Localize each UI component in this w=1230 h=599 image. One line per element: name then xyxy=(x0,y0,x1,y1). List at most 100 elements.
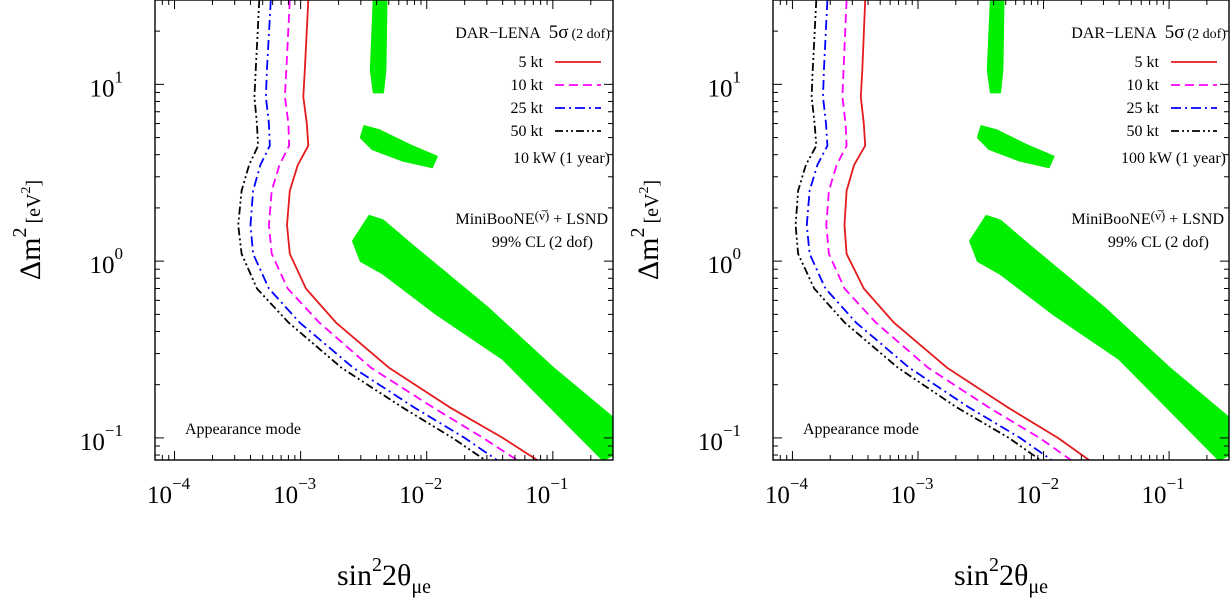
axis-ticks xyxy=(154,0,613,460)
allowed-region-main-band xyxy=(969,215,1229,460)
y-tick-mantissa: 10 xyxy=(90,252,115,279)
x-tick-exponent: −1 xyxy=(1167,474,1185,493)
x-axis-label-sup: 2 xyxy=(989,554,999,576)
region-label-nubar: (ν̅) xyxy=(535,208,550,223)
x-tick-label: 10−3 xyxy=(890,474,933,509)
x-tick-mantissa: 10 xyxy=(765,482,790,509)
x-tick-mantissa: 10 xyxy=(890,482,915,509)
sensitivity-curve-5kt xyxy=(286,0,538,460)
region-label-line2: 99% CL (2 dof) xyxy=(492,234,593,251)
axis-ticks xyxy=(772,0,1229,460)
x-axis-label-rest: 2θ xyxy=(382,559,411,592)
allowed-region-middle-island xyxy=(359,125,438,169)
legend-title-sigma: 5σ xyxy=(549,22,569,43)
plot-frame xyxy=(772,0,1230,461)
y-tick-label: 100 xyxy=(708,244,742,279)
y-axis-label: Δm2[eV2] xyxy=(9,180,47,280)
legend-title-sigma: 5σ xyxy=(1165,22,1185,43)
x-tick-label: 10−4 xyxy=(147,474,191,509)
sensitivity-curve-10kt xyxy=(825,0,1072,460)
legend-title-dof: (2 dof) xyxy=(572,27,611,42)
region-label-line1: MiniBooNE(ν̅) + LSND xyxy=(456,208,608,228)
legend-title-label: DAR−LENA xyxy=(455,25,541,42)
y-tick-mantissa: 10 xyxy=(708,252,733,279)
y-axis-label-main: Δm xyxy=(14,238,47,281)
mode-label: Appearance mode xyxy=(803,421,919,438)
x-axis-label-main: sin xyxy=(954,559,989,592)
legend-label: 50 kt xyxy=(1127,123,1160,140)
y-tick-exponent: −1 xyxy=(723,421,741,440)
plot-area xyxy=(237,0,613,460)
y-tick-label: 101 xyxy=(708,67,742,102)
x-tick-exponent: −3 xyxy=(915,474,933,493)
x-tick-exponent: −4 xyxy=(790,474,809,493)
allowed-region-top-strip xyxy=(986,0,1005,94)
legend-label: 5 kt xyxy=(519,54,544,71)
x-tick-exponent: −1 xyxy=(550,474,568,493)
plot-area xyxy=(794,0,1229,460)
x-axis-label-sub: μe xyxy=(411,576,431,598)
y-tick-exponent: 1 xyxy=(733,67,742,86)
legend-title-label: DAR−LENA xyxy=(1071,25,1157,42)
x-tick-mantissa: 10 xyxy=(1016,482,1041,509)
sensitivity-curve-50kt xyxy=(794,0,1041,460)
y-axis-label-unit-end: ] xyxy=(641,180,663,187)
x-tick-exponent: −2 xyxy=(1041,474,1059,493)
y-axis-label-unit-sup: 2 xyxy=(637,187,652,194)
region-label-miniboone: MiniBooNE xyxy=(456,211,535,228)
x-tick-mantissa: 10 xyxy=(525,482,550,509)
panel-right: 10−4 10−3 10−2 10−110−1100101sin22θμeΔm2[eV… xyxy=(627,0,1230,598)
x-axis-label-rest: 2θ xyxy=(999,559,1028,592)
legend-label: 25 kt xyxy=(511,100,544,117)
y-axis-label-unit-sup: 2 xyxy=(19,187,34,194)
legend-label: 5 kt xyxy=(1135,54,1160,71)
region-label-lsnd: + LSND xyxy=(549,211,608,228)
sensitivity-curve-10kt xyxy=(268,0,518,460)
allowed-region-main-band xyxy=(352,215,613,460)
y-axis-label-unit: [eV xyxy=(641,193,663,224)
x-tick-label: 10−1 xyxy=(1142,474,1185,509)
legend-label: 50 kt xyxy=(511,123,544,140)
legend-title-dof: (2 dof) xyxy=(1188,27,1227,42)
legend-label: 10 kt xyxy=(1127,77,1160,94)
y-axis-label-sup: 2 xyxy=(627,228,649,238)
allowed-region-middle-island xyxy=(976,125,1055,169)
sensitivity-curve-25kt xyxy=(805,0,1053,460)
y-tick-label: 101 xyxy=(90,67,124,102)
legend-label: 25 kt xyxy=(1127,100,1160,117)
x-axis-label: sin22θμe xyxy=(954,554,1048,598)
x-tick-mantissa: 10 xyxy=(1142,482,1167,509)
y-tick-mantissa: 10 xyxy=(698,429,723,456)
x-axis-label-sup: 2 xyxy=(372,554,382,576)
allowed-region-top-strip xyxy=(369,0,388,94)
x-tick-label: 10−1 xyxy=(525,474,568,509)
region-label-nubar: (ν̅) xyxy=(1151,208,1166,223)
x-tick-label: 10−3 xyxy=(273,474,316,509)
plot-frame xyxy=(154,0,614,461)
region-label-miniboone: MiniBooNE xyxy=(1072,211,1151,228)
x-tick-label: 10−2 xyxy=(399,474,442,509)
y-tick-exponent: 0 xyxy=(733,244,742,263)
power-label: 10 kW (1 year) xyxy=(513,150,610,167)
y-tick-label: 100 xyxy=(90,244,124,279)
y-tick-label: 10−1 xyxy=(80,421,123,456)
region-label-line1: MiniBooNE(ν̅) + LSND xyxy=(1072,208,1224,228)
legend-title: DAR−LENA 5σ (2 dof) xyxy=(1071,22,1226,43)
y-tick-exponent: −1 xyxy=(105,421,123,440)
mode-label: Appearance mode xyxy=(185,421,301,438)
x-tick-mantissa: 10 xyxy=(147,482,172,509)
y-axis-label-main: Δm xyxy=(632,238,665,281)
x-tick-mantissa: 10 xyxy=(273,482,298,509)
sensitivity-curve-25kt xyxy=(249,0,498,460)
y-axis-label-sup: 2 xyxy=(9,228,31,238)
x-axis-label: sin22θμe xyxy=(337,554,431,598)
y-tick-mantissa: 10 xyxy=(708,75,733,102)
y-axis-label-unit: [eV xyxy=(23,193,45,224)
region-label-line2: 99% CL (2 dof) xyxy=(1108,234,1209,251)
sensitivity-curve-50kt xyxy=(237,0,486,460)
legend-title: DAR−LENA 5σ (2 dof) xyxy=(455,22,610,43)
y-tick-mantissa: 10 xyxy=(90,75,115,102)
y-tick-label: 10−1 xyxy=(698,421,741,456)
y-tick-exponent: 1 xyxy=(115,67,124,86)
